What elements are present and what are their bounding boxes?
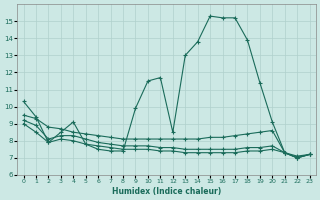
X-axis label: Humidex (Indice chaleur): Humidex (Indice chaleur) <box>112 187 221 196</box>
